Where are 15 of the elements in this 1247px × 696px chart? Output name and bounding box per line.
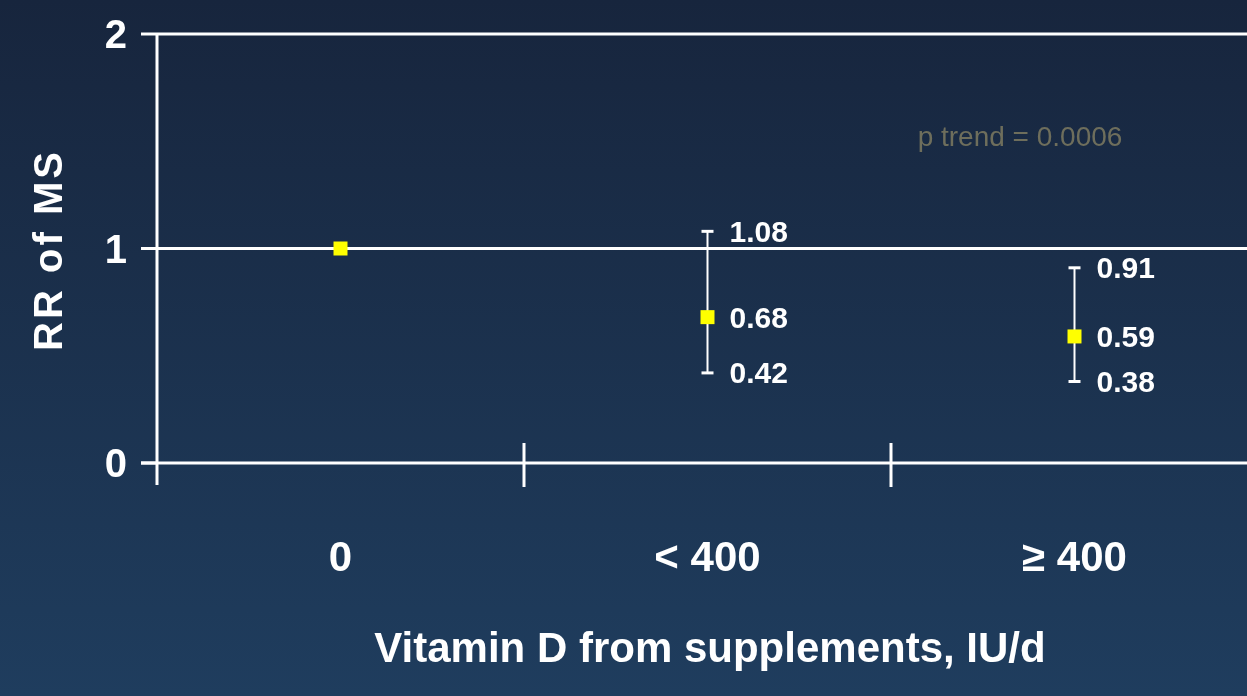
data-label: 0.59 bbox=[1096, 319, 1155, 353]
annotation: p trend = 0.0006 bbox=[917, 120, 1123, 152]
x-tick-label: < 400 bbox=[654, 532, 761, 580]
annotation: 0.91 bbox=[1096, 251, 1155, 285]
data-label: 0.68 bbox=[729, 300, 788, 334]
y-tick-label: 1 bbox=[104, 226, 127, 271]
y-tick-label: 2 bbox=[104, 12, 127, 56]
annotation: 0.38 bbox=[1096, 364, 1155, 398]
y-axis-title: RR of MS bbox=[26, 149, 70, 351]
x-axis-title: Vitamin D from supplements, IU/d bbox=[374, 624, 1046, 671]
annotation: 0.42 bbox=[729, 356, 788, 390]
y-tick-label: 0 bbox=[104, 441, 127, 485]
x-tick-label: 0 bbox=[328, 532, 353, 580]
x-tick-label: ≥ 400 bbox=[1022, 532, 1127, 580]
annotation: 1.08 bbox=[729, 214, 788, 248]
